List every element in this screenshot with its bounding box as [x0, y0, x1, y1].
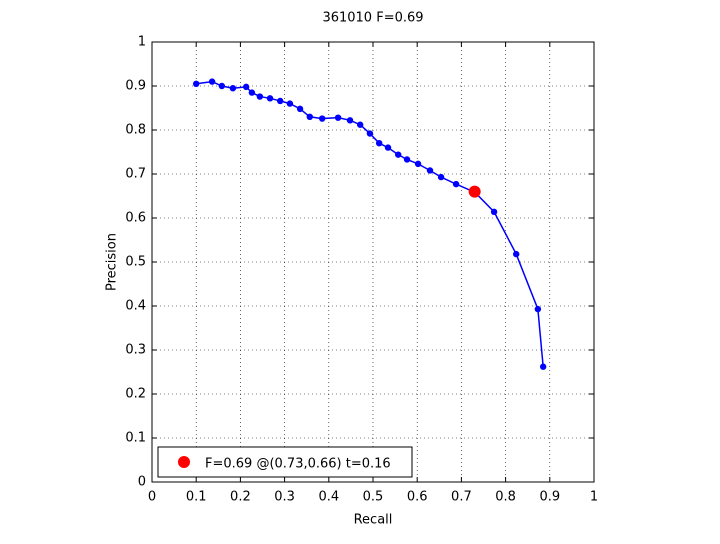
- x-tick-label: 0.1: [186, 490, 207, 505]
- point: [193, 80, 200, 88]
- point: [394, 151, 402, 158]
- point: [426, 167, 434, 174]
- y-tick-label: 0.3: [125, 343, 146, 358]
- point: [403, 156, 411, 163]
- legend-label: F=0.69 @(0.73,0.66) t=0.16: [205, 457, 391, 472]
- y-tick-label: 0.9: [125, 79, 146, 94]
- point: [468, 185, 481, 198]
- legend-marker: [178, 456, 190, 468]
- x-tick-label: 0.9: [539, 490, 560, 505]
- point: [539, 363, 547, 370]
- y-tick-label: 0.6: [125, 211, 146, 226]
- x-tick-label: 0.8: [495, 490, 516, 505]
- point: [318, 115, 326, 122]
- plot-frame: [151, 41, 595, 483]
- point: [366, 130, 374, 137]
- x-tick-label: 0.4: [318, 490, 339, 505]
- point: [534, 305, 542, 313]
- point: [356, 121, 364, 128]
- y-tick-label: 0.7: [125, 167, 146, 182]
- y-tick-label: 1: [138, 35, 146, 50]
- point: [384, 144, 392, 151]
- point: [296, 105, 304, 113]
- x-tick-label: 1: [590, 490, 598, 505]
- legend-box: [157, 446, 413, 478]
- point: [286, 100, 294, 107]
- y-tick-label: 0.4: [125, 299, 146, 314]
- point: [218, 82, 226, 90]
- y-tick-label: 0.1: [125, 431, 146, 446]
- point: [346, 117, 354, 124]
- y-tick-label: 0.8: [125, 123, 146, 138]
- x-tick-label: 0.7: [451, 490, 472, 505]
- point: [208, 78, 216, 85]
- y-axis-label: Precision: [105, 233, 120, 291]
- y-tick-label: 0.2: [125, 387, 146, 402]
- point: [306, 113, 313, 121]
- point: [248, 89, 256, 96]
- point: [513, 250, 520, 258]
- y-tick-label: 0.5: [125, 255, 146, 270]
- x-tick-label: 0.2: [230, 490, 251, 505]
- x-tick-label: 0.6: [407, 490, 428, 505]
- point: [276, 97, 284, 105]
- x-tick-label: 0.5: [363, 490, 384, 505]
- point: [375, 140, 383, 147]
- point: [242, 83, 250, 91]
- x-tick-label: 0.3: [274, 490, 295, 505]
- x-tick-label: 0: [148, 490, 156, 505]
- point: [256, 93, 264, 100]
- chart-title: 361010 F=0.69: [322, 11, 423, 26]
- point: [229, 85, 237, 92]
- point: [452, 180, 460, 188]
- point: [437, 173, 445, 181]
- point: [490, 208, 498, 216]
- point: [334, 114, 342, 121]
- x-axis-label: Recall: [354, 513, 393, 528]
- y-tick-label: 0: [138, 475, 146, 490]
- point: [414, 160, 422, 168]
- point: [266, 95, 274, 102]
